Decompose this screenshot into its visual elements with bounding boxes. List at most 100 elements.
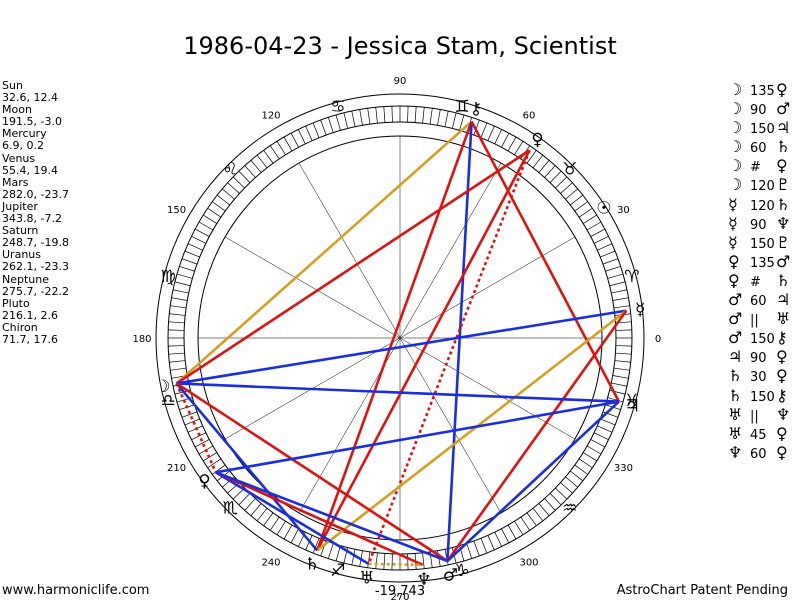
degree-tick <box>597 243 613 251</box>
aspect-planet-2: ♄ <box>776 270 791 290</box>
degree-tick <box>391 106 393 123</box>
degree-tick <box>238 493 251 506</box>
aspect-angle: 120 <box>750 198 775 214</box>
degree-label: 240 <box>261 557 280 568</box>
degree-tick <box>526 512 537 526</box>
planet-glyph: ♄ <box>304 554 319 574</box>
zodiac-sign-glyph: ♍ <box>161 267 176 287</box>
degree-tick <box>565 188 578 200</box>
aspect-row: ♅ || ♆ <box>728 405 790 424</box>
degree-tick <box>250 160 262 173</box>
aspect-angle: 45 <box>750 427 767 443</box>
degree-tick <box>487 535 495 551</box>
degree-tick <box>593 235 609 244</box>
degree-tick <box>574 201 588 212</box>
aspect-planet-1: ☽ <box>728 137 743 157</box>
zodiac-sign-glyph: ♉ <box>562 159 577 179</box>
degree-tick <box>544 498 556 511</box>
zodiac-sign-glyph: ♊ <box>454 97 469 117</box>
planet-name: Jupiter <box>2 199 38 213</box>
degree-tick <box>198 221 214 231</box>
aspect-planet-2: ♃ <box>776 290 791 310</box>
degree-label: 90 <box>394 76 407 87</box>
aspect-planet-2: ♀ <box>776 423 788 443</box>
degree-tick <box>615 345 632 347</box>
degree-tick <box>526 150 537 164</box>
aspect-row: ☿ 120♄ <box>728 195 790 214</box>
aspect-planet-1: ♀ <box>728 251 740 271</box>
degree-tick <box>600 418 616 426</box>
aspect-row: ☽ 150♃ <box>728 118 790 137</box>
degree-tick <box>184 418 200 426</box>
degree-tick <box>203 214 218 224</box>
planet-name: Mercury <box>2 127 47 141</box>
aspect-planet-1: ☽ <box>728 118 743 138</box>
aspect-planet-2: ♀ <box>776 442 788 462</box>
degree-tick <box>194 439 210 448</box>
aspect-line <box>175 382 449 563</box>
degree-tick <box>613 367 630 371</box>
aspect-row: ♀ 135♂ <box>728 252 790 271</box>
degree-tick <box>494 129 503 145</box>
aspect-planet-1: ♂ <box>728 328 743 348</box>
house-division-line <box>224 236 576 440</box>
degree-tick <box>560 482 573 494</box>
degree-tick <box>487 125 495 141</box>
aspect-planet-1: ♃ <box>728 347 743 367</box>
degree-tick <box>507 524 517 540</box>
degree-tick <box>169 360 186 363</box>
degree-tick <box>351 110 356 127</box>
degree-label: 180 <box>132 334 151 345</box>
degree-tick <box>480 538 488 554</box>
degree-tick <box>611 289 628 294</box>
aspect-row: ♃ 90 ♀ <box>728 347 790 366</box>
aspect-row: ♄ 150⚷ <box>728 386 790 405</box>
degree-tick <box>586 445 602 455</box>
degree-tick <box>276 141 286 156</box>
degree-tick <box>612 297 629 301</box>
degree-tick <box>207 458 222 469</box>
website-link[interactable]: www.harmoniclife.com <box>2 583 150 598</box>
degree-tick <box>480 122 488 138</box>
aspect-row: ☽ 90 ♂ <box>728 99 790 118</box>
degree-tick <box>560 182 573 194</box>
degree-tick <box>391 553 393 570</box>
degree-tick <box>276 520 286 535</box>
aspect-line <box>175 149 531 385</box>
planet-name: Pluto <box>2 296 30 310</box>
degree-tick <box>359 109 363 126</box>
planet-name: Moon <box>2 103 32 117</box>
aspect-row: ☽ 60 ♄ <box>728 137 790 156</box>
aspect-line <box>446 400 620 562</box>
planet-coords: 55.4, 19.4 <box>2 163 58 177</box>
planet-coords: 343.8, -7.2 <box>2 212 62 226</box>
degree-tick <box>290 132 299 148</box>
degree-tick <box>263 512 274 526</box>
degree-tick <box>194 228 210 237</box>
degree-tick <box>212 201 226 212</box>
aspect-planet-2: ♄ <box>776 137 791 157</box>
aspect-planet-1: ☽ <box>728 99 743 119</box>
degree-tick <box>238 170 251 183</box>
aspect-line <box>367 149 531 565</box>
aspect-planet-2: ♀ <box>776 366 788 386</box>
aspect-row: ☿ 150♇ <box>728 233 790 252</box>
aspect-planet-2: ♂ <box>776 99 791 119</box>
degree-tick <box>227 182 240 194</box>
degree-tick <box>297 129 306 145</box>
degree-tick <box>312 122 320 138</box>
degree-tick <box>305 535 313 551</box>
planet-glyph: ♃ <box>625 397 640 417</box>
degree-tick <box>609 281 626 287</box>
degree-label: 0 <box>655 334 661 345</box>
outer-ring <box>155 93 645 583</box>
degree-tick <box>501 528 510 544</box>
degree-tick <box>207 207 222 218</box>
aspect-angle: 60 <box>750 294 767 310</box>
aspect-angle: 135 <box>750 255 775 271</box>
degree-tick <box>555 487 568 500</box>
degree-tick <box>422 552 425 569</box>
degree-tick <box>422 107 425 124</box>
degree-tick <box>407 106 409 123</box>
degree-tick <box>187 243 203 251</box>
